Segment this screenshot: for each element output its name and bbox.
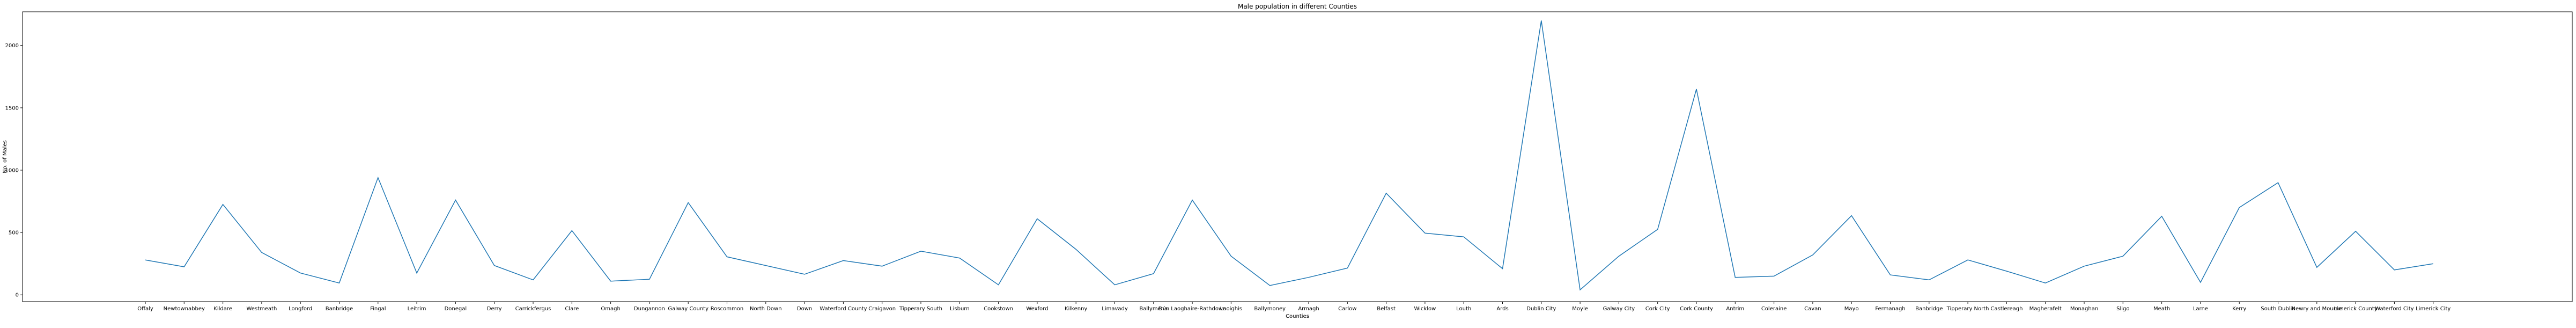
x-tick-label: Kilkenny: [1065, 306, 1087, 312]
x-tick-label: Craigavon: [868, 306, 896, 312]
plot-frame: [22, 11, 2573, 302]
y-tick-label: 0: [16, 293, 19, 298]
x-tick-label: Banbridge: [326, 306, 353, 312]
x-tick-label: Waterford County: [820, 306, 867, 312]
y-tick-label: 1000: [5, 167, 19, 173]
x-tick-label: Cork City: [1645, 306, 1670, 312]
x-tick-label: Larne: [2193, 306, 2208, 312]
x-tick-label: Magherafelt: [2029, 306, 2062, 312]
chart-title: Male population in different Counties: [1238, 3, 1357, 10]
x-tick-label: Limerick County: [2334, 306, 2377, 312]
y-tick-label: 500: [9, 230, 19, 236]
x-tick-label: Newtownabbey: [164, 306, 205, 312]
x-tick-label: Carrickfergus: [515, 306, 551, 312]
x-tick-label: Monaghan: [2070, 306, 2098, 312]
x-tick-label: Limavady: [1102, 306, 1128, 312]
x-tick-label: Down: [797, 306, 812, 312]
x-tick-label: Dungannon: [634, 306, 665, 312]
x-tick-label: South Dublin: [2261, 306, 2295, 312]
x-tick-label: Cookstown: [984, 306, 1013, 312]
x-tick-label: Donegal: [445, 306, 467, 312]
x-tick-label: Moyle: [1572, 306, 1588, 312]
x-tick-label: Galway County: [668, 306, 708, 312]
x-tick-label: Kerry: [2232, 306, 2246, 312]
x-tick-label: Galway City: [1603, 306, 1635, 312]
x-tick-label: Fermanagh: [1875, 306, 1905, 312]
x-tick-label: Derry: [487, 306, 502, 312]
x-tick-label: Offaly: [137, 306, 153, 312]
x-tick-label: Antrim: [1726, 306, 1744, 312]
x-tick-label: Ards: [1496, 306, 1508, 312]
x-tick-label: Limerick City: [2416, 306, 2450, 312]
x-tick-label: Waterford City: [2375, 306, 2413, 312]
y-axis-ticks: 0 500 1000 1500 2000: [5, 43, 23, 298]
y-tick-label: 1500: [5, 105, 19, 111]
x-tick-label: Cork County: [1680, 306, 1713, 312]
x-tick-label: Lisburn: [950, 306, 970, 312]
x-tick-label: Banbridge: [1915, 306, 1943, 312]
x-tick-label: Wicklow: [1414, 306, 1436, 312]
x-tick-label: North Down: [750, 306, 781, 312]
x-axis-ticks: Offaly Newtownabbey Kildare Westmeath Longfo…: [137, 302, 2450, 312]
x-tick-label: Ballymena: [1139, 306, 1168, 312]
x-tick-label: Wexford: [1026, 306, 1048, 312]
x-tick-label: Ballymoney: [1254, 306, 1286, 312]
x-tick-label: Sligo: [2116, 306, 2129, 312]
x-tick-label: Mayo: [1844, 306, 1859, 312]
x-tick-label: Westmeath: [246, 306, 277, 312]
x-tick-label: Leitrim: [408, 306, 426, 312]
x-tick-label: Dublin City: [1526, 306, 1556, 312]
x-tick-label: Louth: [1456, 306, 1471, 312]
x-tick-label: Omagh: [601, 306, 620, 312]
x-tick-label: Newry and Mourne: [2292, 306, 2343, 312]
y-tick-label: 2000: [5, 43, 19, 49]
x-tick-label: Carlow: [1338, 306, 1356, 312]
x-tick-label: Roscommon: [711, 306, 743, 312]
x-tick-label: Armagh: [1298, 306, 1319, 312]
x-tick-label: Kildare: [213, 306, 232, 312]
x-tick-label: Coleraine: [1761, 306, 1787, 312]
x-tick-label: Tipperary South: [899, 306, 942, 312]
x-tick-label: Cavan: [1804, 306, 1821, 312]
x-tick-label: Fingal: [370, 306, 386, 312]
x-tick-label: Meath: [2153, 306, 2170, 312]
series-line: [145, 20, 2433, 291]
x-tick-label: Dún Laoghaire-Rathdown: [1158, 305, 1227, 312]
x-tick-label: Laoighis: [1220, 306, 1242, 312]
x-tick-label: Longford: [289, 306, 312, 312]
x-tick-label: Castlereagh: [1990, 306, 2023, 312]
x-tick-label: Belfast: [1377, 306, 1396, 312]
y-axis-label: No. of Males: [2, 140, 8, 173]
x-tick-label: Clare: [565, 306, 579, 312]
x-axis-label: Counties: [1286, 314, 1309, 319]
x-tick-label: Tipperary North: [1946, 306, 1989, 312]
